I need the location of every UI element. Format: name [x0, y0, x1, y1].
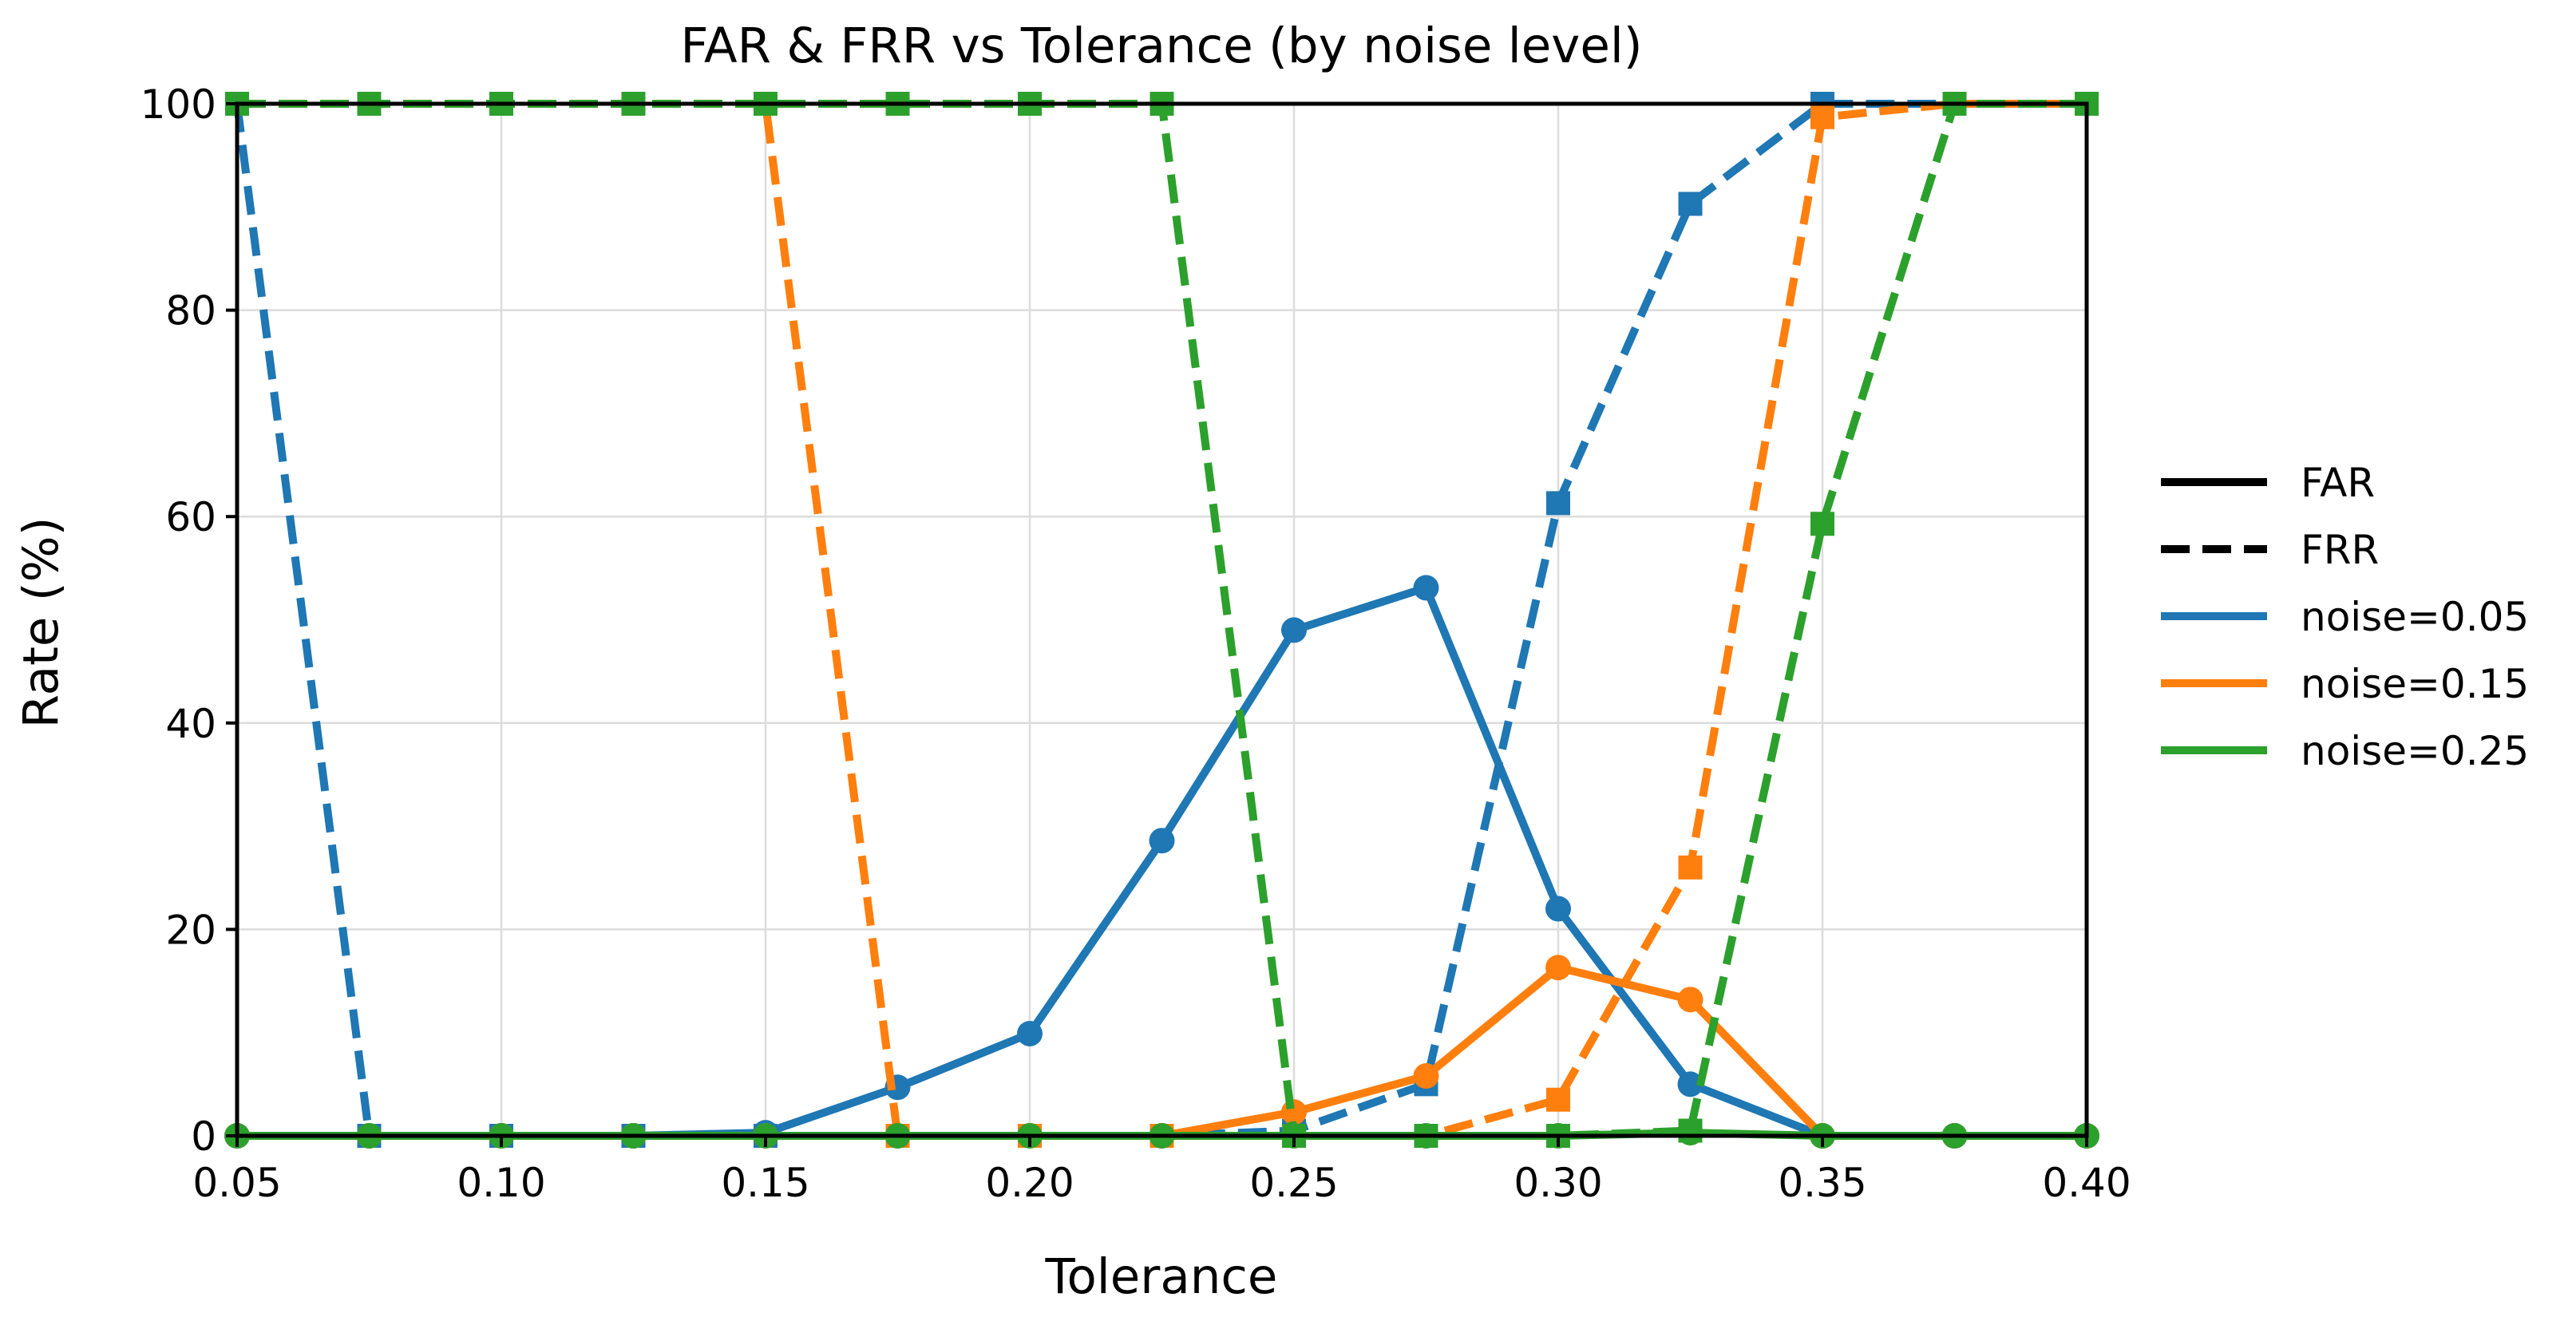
data-point-circle [1281, 1099, 1307, 1125]
x-tick-label: 0.30 [1514, 1160, 1602, 1206]
data-point-square [1810, 105, 1834, 129]
y-tick-label: 60 [165, 494, 216, 540]
ticks: 0.05 0.10 0.15 0.20 0.25 0.30 0.35 0.40 0 20 40 60 8… [140, 81, 2131, 1206]
legend-item-noise-0-15: noise=0.15 [2161, 661, 2529, 707]
y-tick-label: 0 [191, 1113, 216, 1160]
data-point-square [1678, 192, 1703, 216]
data-point-circle [1677, 987, 1703, 1013]
data-point-square [1810, 512, 1834, 536]
data-point-square [1678, 1118, 1703, 1143]
x-tick-label: 0.15 [721, 1160, 809, 1206]
legend: FAR FRR noise=0.05 noise=0.15 noise=0.25 [2161, 460, 2529, 774]
x-tick-label: 0.10 [457, 1160, 545, 1206]
x-tick-label: 0.35 [1778, 1160, 1866, 1206]
series-noise-0-25-frr [225, 92, 2099, 1148]
series-line [233, 583, 2091, 1140]
y-axis-label: Rate (%) [13, 517, 69, 729]
series-noise-0-15-frr [225, 92, 2099, 1148]
series-noise-0-05-frr [225, 92, 2099, 1148]
x-axis-label: Tolerance [1045, 1248, 1278, 1305]
data-point-circle [1545, 896, 1571, 922]
y-tick-label: 80 [165, 288, 216, 334]
grid [235, 102, 2088, 1137]
series-line [237, 100, 2087, 1140]
x-tick-label: 0.40 [2042, 1160, 2131, 1206]
legend-label: noise=0.25 [2301, 728, 2529, 774]
data-point-circle [1545, 955, 1571, 981]
data-point-square [1678, 855, 1703, 880]
series-line [233, 963, 2091, 1140]
y-tick-label: 100 [140, 81, 216, 128]
legend-label: noise=0.15 [2301, 661, 2529, 707]
data-point-circle [1017, 1020, 1043, 1046]
legend-item-frr: FRR [2161, 527, 2379, 573]
chart-title: FAR & FRR vs Tolerance (by noise level) [680, 18, 1642, 74]
x-tick-label: 0.05 [192, 1160, 281, 1206]
data-point-square [1546, 491, 1570, 516]
data-point-circle [1149, 828, 1175, 854]
series-line [233, 100, 2087, 1140]
x-tick-label: 0.25 [1249, 1160, 1338, 1206]
legend-label: FRR [2301, 527, 2379, 573]
x-tick-label: 0.20 [985, 1160, 1074, 1206]
series-layer [224, 92, 2099, 1149]
plot-frame [235, 101, 2089, 1138]
legend-label: noise=0.05 [2301, 594, 2529, 640]
y-tick-label: 20 [165, 907, 216, 953]
legend-item-noise-0-25: noise=0.25 [2161, 728, 2529, 774]
series-noise-0-05-far [224, 575, 2099, 1149]
data-point-circle [1281, 617, 1307, 643]
series-line [237, 100, 2087, 1140]
data-point-circle [1413, 1063, 1439, 1090]
series-noise-0-15-far [224, 955, 2099, 1149]
data-point-circle [1677, 1071, 1703, 1098]
y-tick-label: 40 [165, 701, 216, 747]
data-point-circle [1413, 575, 1439, 601]
legend-item-far: FAR [2161, 460, 2375, 506]
legend-item-noise-0-05: noise=0.05 [2161, 594, 2529, 640]
data-point-square [1546, 1087, 1570, 1112]
legend-label: FAR [2301, 460, 2375, 506]
